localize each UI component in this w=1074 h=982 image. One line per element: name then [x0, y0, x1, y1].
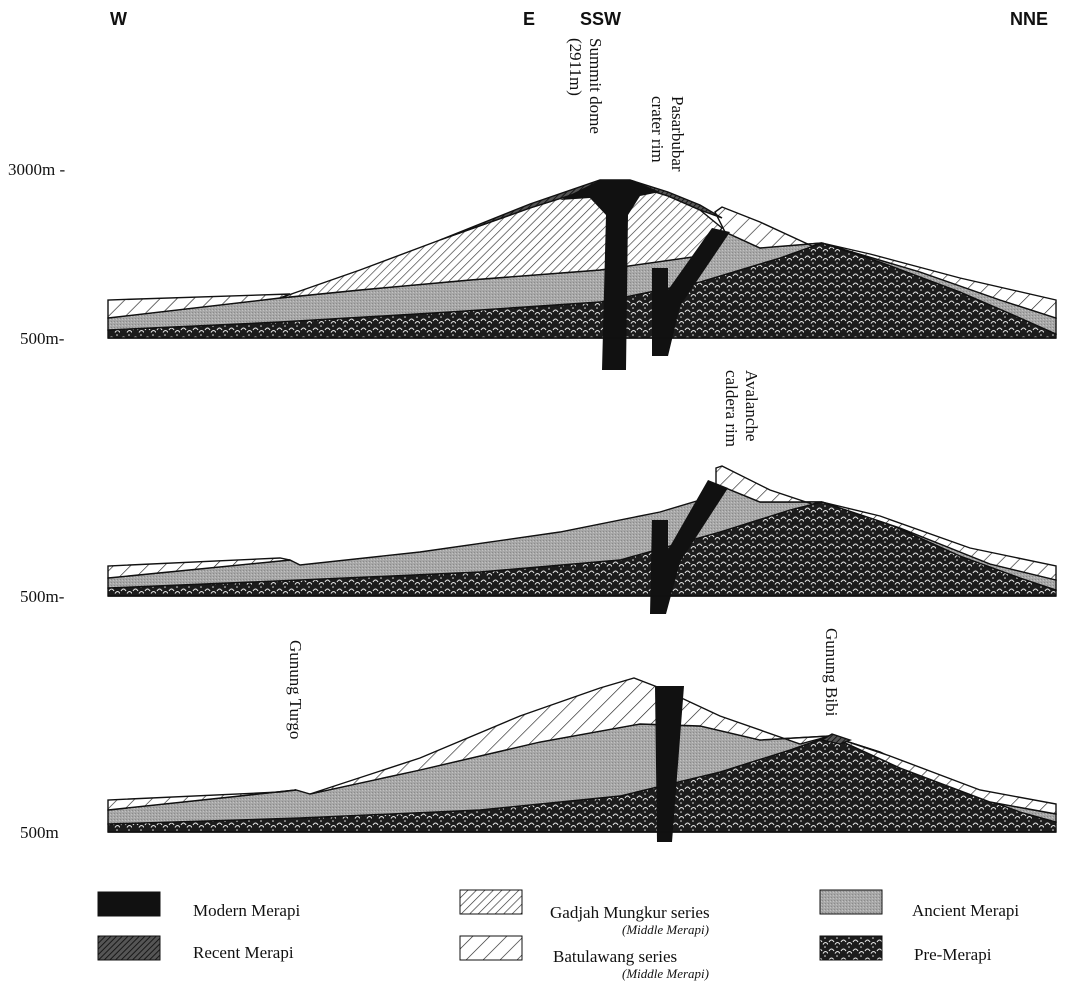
svg-text:Pasarbubar: Pasarbubar	[668, 96, 687, 172]
section-middle	[107, 465, 1057, 614]
section-bottom-batulawang	[107, 789, 297, 811]
label-gunung-bibi: Gunung Bibi	[822, 628, 841, 717]
section-top-modern-conduit-2	[652, 228, 730, 356]
legend-label-modern: Modern Merapi	[193, 901, 300, 920]
legend-sublabel-batulawang: (Middle Merapi)	[622, 966, 709, 981]
legend-swatch-recent	[97, 935, 161, 961]
elevation-3000m: 3000m -	[8, 160, 65, 179]
section-middle-modern-merapi	[650, 480, 728, 614]
legend-label-recent: Recent Merapi	[193, 943, 294, 962]
section-bottom-recent-cap	[820, 733, 853, 745]
section-bottom	[107, 677, 1057, 842]
label-gunung-turgo: Gunung Turgo	[286, 640, 305, 739]
elevation-top-500m: 500m-	[20, 329, 65, 348]
legend-label-pre: Pre-Merapi	[914, 945, 992, 964]
section-bottom-modern-merapi	[655, 686, 684, 842]
legend-label-ancient: Ancient Merapi	[912, 901, 1019, 920]
svg-text:Summit dome: Summit dome	[586, 38, 605, 134]
svg-text:Gunung Turgo: Gunung Turgo	[286, 640, 305, 739]
section-top-modern-merapi	[560, 180, 660, 370]
section-top-batulawang-far	[821, 242, 1057, 319]
legend-swatch-ancient	[819, 889, 883, 915]
section-middle-batulawang-left	[107, 557, 291, 579]
direction-e: E	[523, 9, 535, 29]
label-summit-dome: Summit dome (2911m)	[566, 38, 605, 134]
section-top	[107, 179, 1057, 370]
label-avalanche-caldera-rim: Avalanche caldera rim	[722, 370, 761, 447]
svg-text:crater rim: crater rim	[648, 96, 667, 163]
direction-nne: NNE	[1010, 9, 1048, 29]
svg-text:Gunung Bibi: Gunung Bibi	[822, 628, 841, 717]
legend-swatch-modern	[97, 891, 161, 917]
legend-swatch-gadjah	[459, 889, 523, 915]
section-middle-batulawang-far	[821, 501, 1057, 581]
elevation-middle-500m: 500m-	[20, 587, 65, 606]
svg-text:(2911m): (2911m)	[566, 38, 585, 96]
legend-swatch-batulawang	[459, 935, 523, 961]
label-pasarbubar-crater-rim: Pasarbubar crater rim	[648, 96, 687, 172]
section-top-batulawang-left	[107, 293, 291, 319]
section-top-batulawang-right	[714, 206, 823, 249]
svg-text:caldera rim: caldera rim	[722, 370, 741, 447]
legend-sublabel-gadjah: (Middle Merapi)	[622, 922, 709, 937]
legend-label-batulawang: Batulawang series	[553, 947, 677, 966]
direction-ssw: SSW	[580, 9, 621, 29]
direction-w: W	[110, 9, 127, 29]
elevation-bottom-500m: 500m	[20, 823, 59, 842]
section-bottom-batulawang-cone	[309, 677, 831, 795]
legend: Modern Merapi Recent Merapi Gadjah Mungk…	[97, 889, 1019, 981]
legend-swatch-pre	[819, 935, 883, 961]
section-bottom-batulawang-far	[829, 735, 1057, 815]
svg-text:Avalanche: Avalanche	[742, 370, 761, 441]
legend-label-gadjah: Gadjah Mungkur series	[550, 903, 710, 922]
